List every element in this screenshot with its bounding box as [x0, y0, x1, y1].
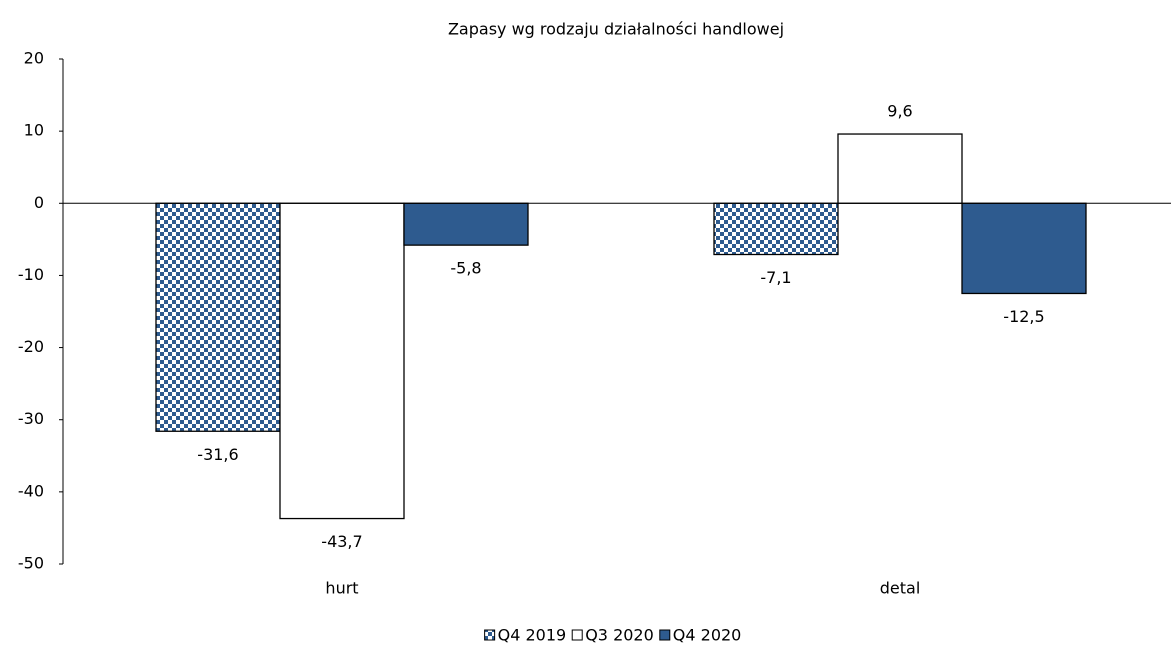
y-tick-label: -10	[18, 265, 44, 284]
legend-label: Q4 2019	[498, 626, 567, 645]
bar	[837, 133, 963, 204]
value-label: 9,6	[887, 102, 912, 121]
legend-label: Q4 2020	[673, 626, 742, 645]
bar	[403, 202, 529, 246]
y-tick-label: 0	[34, 193, 44, 212]
legend-swatch	[484, 629, 496, 641]
chart-title: Zapasy wg rodzaju działalności handlowej	[448, 20, 784, 39]
y-tick-label: 20	[24, 49, 44, 68]
y-tick-label: -50	[18, 554, 44, 573]
y-tick-label: -30	[18, 409, 44, 428]
bar	[155, 202, 281, 432]
y-tick-label: 10	[24, 121, 44, 140]
value-label: -31,6	[197, 445, 238, 464]
value-label: -7,1	[760, 268, 791, 287]
x-tick-label: detal	[880, 579, 921, 598]
bar	[279, 202, 405, 520]
y-tick-label: -40	[18, 481, 44, 500]
legend-label: Q3 2020	[585, 626, 654, 645]
legend-swatch	[571, 629, 583, 641]
y-tick-label: -20	[18, 337, 44, 356]
bar	[713, 202, 839, 256]
legend-swatch	[659, 629, 671, 641]
value-label: -12,5	[1003, 307, 1044, 326]
value-label: -43,7	[321, 532, 362, 551]
bar	[961, 202, 1087, 295]
value-label: -5,8	[450, 259, 481, 278]
x-tick-label: hurt	[325, 579, 358, 598]
